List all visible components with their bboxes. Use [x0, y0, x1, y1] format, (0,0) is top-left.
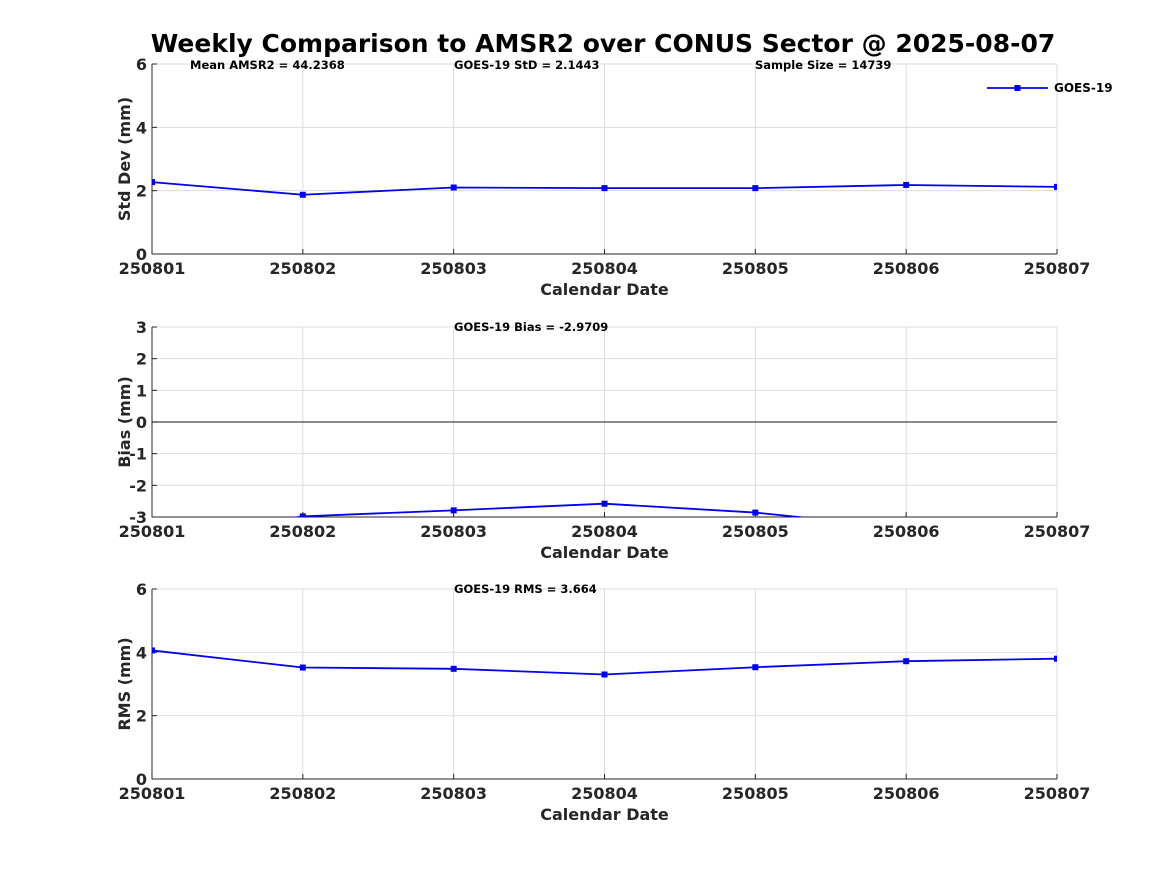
panel-3: 250801 250802 250803 250804 250805 250806 2508… — [115, 580, 1090, 824]
data-point — [1054, 655, 1057, 662]
series-group — [292, 500, 808, 517]
legend-marker — [1014, 85, 1021, 91]
x-tick-label: 250803 — [420, 259, 487, 278]
data-point — [903, 181, 910, 188]
data-point — [1054, 183, 1057, 190]
x-tick-label: 250802 — [269, 259, 336, 278]
legend: GOES-19 — [987, 81, 1113, 95]
data-point — [752, 185, 759, 192]
data-point — [152, 647, 155, 654]
y-tick-label: 6 — [136, 55, 147, 74]
y-tick-label: 0 — [136, 770, 147, 789]
data-point — [450, 507, 457, 514]
y-tick-label: 2 — [136, 182, 147, 201]
data-point — [450, 184, 457, 191]
series-group — [152, 179, 1057, 198]
y-axis-label: Std Dev (mm) — [115, 97, 134, 221]
x-tick-label: 250807 — [1024, 259, 1091, 278]
data-point — [299, 664, 306, 671]
x-tick-label: 250804 — [571, 784, 638, 803]
x-tick-label: 250803 — [420, 784, 487, 803]
data-point — [601, 671, 608, 678]
legend-label: GOES-19 — [1054, 81, 1113, 95]
x-tick-label: 250802 — [269, 784, 336, 803]
annotation: GOES-19 StD = 2.1443 — [454, 58, 599, 72]
data-point — [752, 664, 759, 671]
y-tick-label: 4 — [136, 643, 147, 662]
x-tick-label: 250805 — [722, 259, 789, 278]
x-axis-label: Calendar Date — [540, 805, 669, 824]
data-point — [299, 513, 306, 517]
figure-title: Weekly Comparison to AMSR2 over CONUS Se… — [151, 29, 1056, 58]
x-axis-label: Calendar Date — [540, 543, 669, 562]
data-point — [752, 509, 759, 516]
x-tick-label: 250802 — [269, 522, 336, 541]
annotation: Mean AMSR2 = 44.2368 — [190, 58, 345, 72]
y-tick-label: -2 — [129, 476, 147, 495]
x-tick-label: 250803 — [420, 522, 487, 541]
x-axis-label: Calendar Date — [540, 280, 669, 299]
x-tick-label: 250807 — [1024, 522, 1091, 541]
y-tick-label: 1 — [136, 381, 147, 400]
series-group — [152, 647, 1057, 678]
data-point — [152, 179, 155, 186]
x-tick-label: 250804 — [571, 522, 638, 541]
y-tick-label: 0 — [136, 245, 147, 264]
x-tick-label: 250806 — [873, 522, 940, 541]
x-tick-label: 250805 — [722, 522, 789, 541]
y-tick-label: 2 — [136, 350, 147, 369]
data-point — [450, 665, 457, 672]
x-tick-label: 250806 — [873, 784, 940, 803]
y-tick-label: 0 — [136, 413, 147, 432]
y-axis-label: Bias (mm) — [115, 376, 134, 468]
y-tick-label: 6 — [136, 580, 147, 599]
data-point — [903, 658, 910, 665]
y-axis-label: RMS (mm) — [115, 637, 134, 730]
y-tick-label: -3 — [129, 508, 147, 527]
y-tick-label: -1 — [129, 445, 147, 464]
data-point — [601, 185, 608, 192]
y-tick-label: 4 — [136, 118, 147, 137]
panel-2: 250801 250802 250803 250804 250805 250806 2508… — [115, 318, 1090, 562]
x-tick-label: 250801 — [119, 522, 186, 541]
x-tick-label: 250801 — [119, 259, 186, 278]
x-tick-label: 250804 — [571, 259, 638, 278]
x-tick-label: 250801 — [119, 784, 186, 803]
y-tick-label: 3 — [136, 318, 147, 337]
data-point — [601, 500, 608, 507]
y-tick-label: 2 — [136, 707, 147, 726]
x-tick-label: 250806 — [873, 259, 940, 278]
x-tick-label: 250805 — [722, 784, 789, 803]
data-point — [299, 191, 306, 198]
annotation: GOES-19 Bias = -2.9709 — [454, 320, 608, 334]
x-tick-label: 250807 — [1024, 784, 1091, 803]
panel-1: 250801 250802 250803 250804 250805 250806 2508… — [115, 55, 1113, 299]
annotation: GOES-19 RMS = 3.664 — [454, 582, 597, 596]
panels: 250801 250802 250803 250804 250805 250806 2508… — [115, 55, 1113, 824]
annotation: Sample Size = 14739 — [755, 58, 891, 72]
